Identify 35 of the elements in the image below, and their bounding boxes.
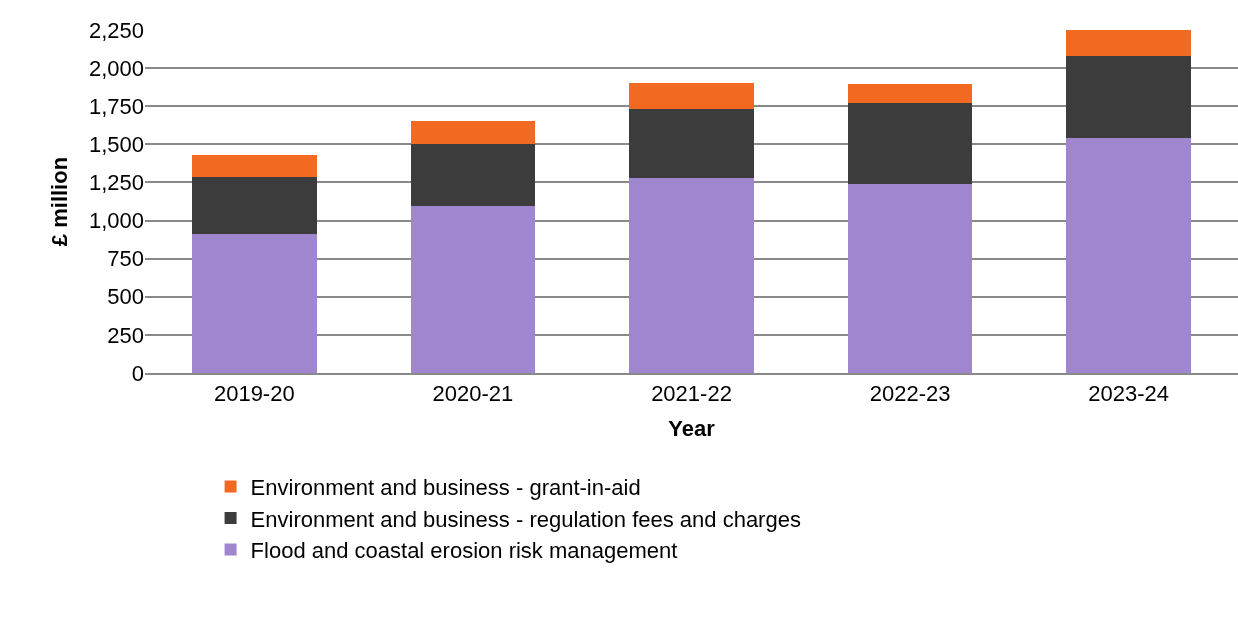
bar: [410, 121, 536, 145]
y-tick-label: 500: [107, 284, 144, 310]
y-tick-label: 1,250: [88, 170, 144, 196]
x-tick-label: 2021-22: [651, 381, 732, 407]
bar: [410, 144, 536, 207]
y-axis-title: £ million: [46, 156, 72, 247]
y-tick-label: 1,500: [88, 132, 144, 158]
bar: [847, 183, 973, 373]
bar: [1066, 55, 1191, 139]
bar: [192, 234, 317, 373]
bar: [847, 103, 973, 184]
x-tick-label: 2023-24: [1088, 381, 1170, 407]
y-tick-label: 2,250: [88, 17, 144, 43]
legend-label: Flood and coastal erosion risk management: [250, 538, 678, 564]
y-tick-label: 750: [107, 246, 144, 272]
bar: [629, 177, 754, 373]
bar: [1066, 138, 1191, 373]
bar: [192, 177, 317, 235]
bar: [629, 82, 754, 109]
legend-label: Environment and business - regulation fees and charges: [250, 506, 801, 532]
x-tick-label: 2019-20: [213, 381, 295, 407]
legend-label: Environment and business - grant-in-aid: [250, 474, 641, 500]
bar: [192, 155, 317, 178]
bar: [1066, 30, 1191, 56]
x-tick-label: 2020-21: [432, 381, 514, 407]
x-tick-label: 2022-23: [869, 381, 951, 407]
bar: [410, 206, 536, 373]
y-tick-label: 250: [107, 322, 144, 348]
x-axis-title: Year: [668, 415, 716, 441]
bar: [629, 108, 754, 178]
y-tick-label: 2,000: [88, 55, 144, 81]
y-tick-label: 1,000: [88, 208, 144, 234]
y-tick-label: 1,750: [88, 93, 144, 119]
bar: [847, 84, 973, 104]
y-tick-label: 0: [131, 360, 144, 386]
